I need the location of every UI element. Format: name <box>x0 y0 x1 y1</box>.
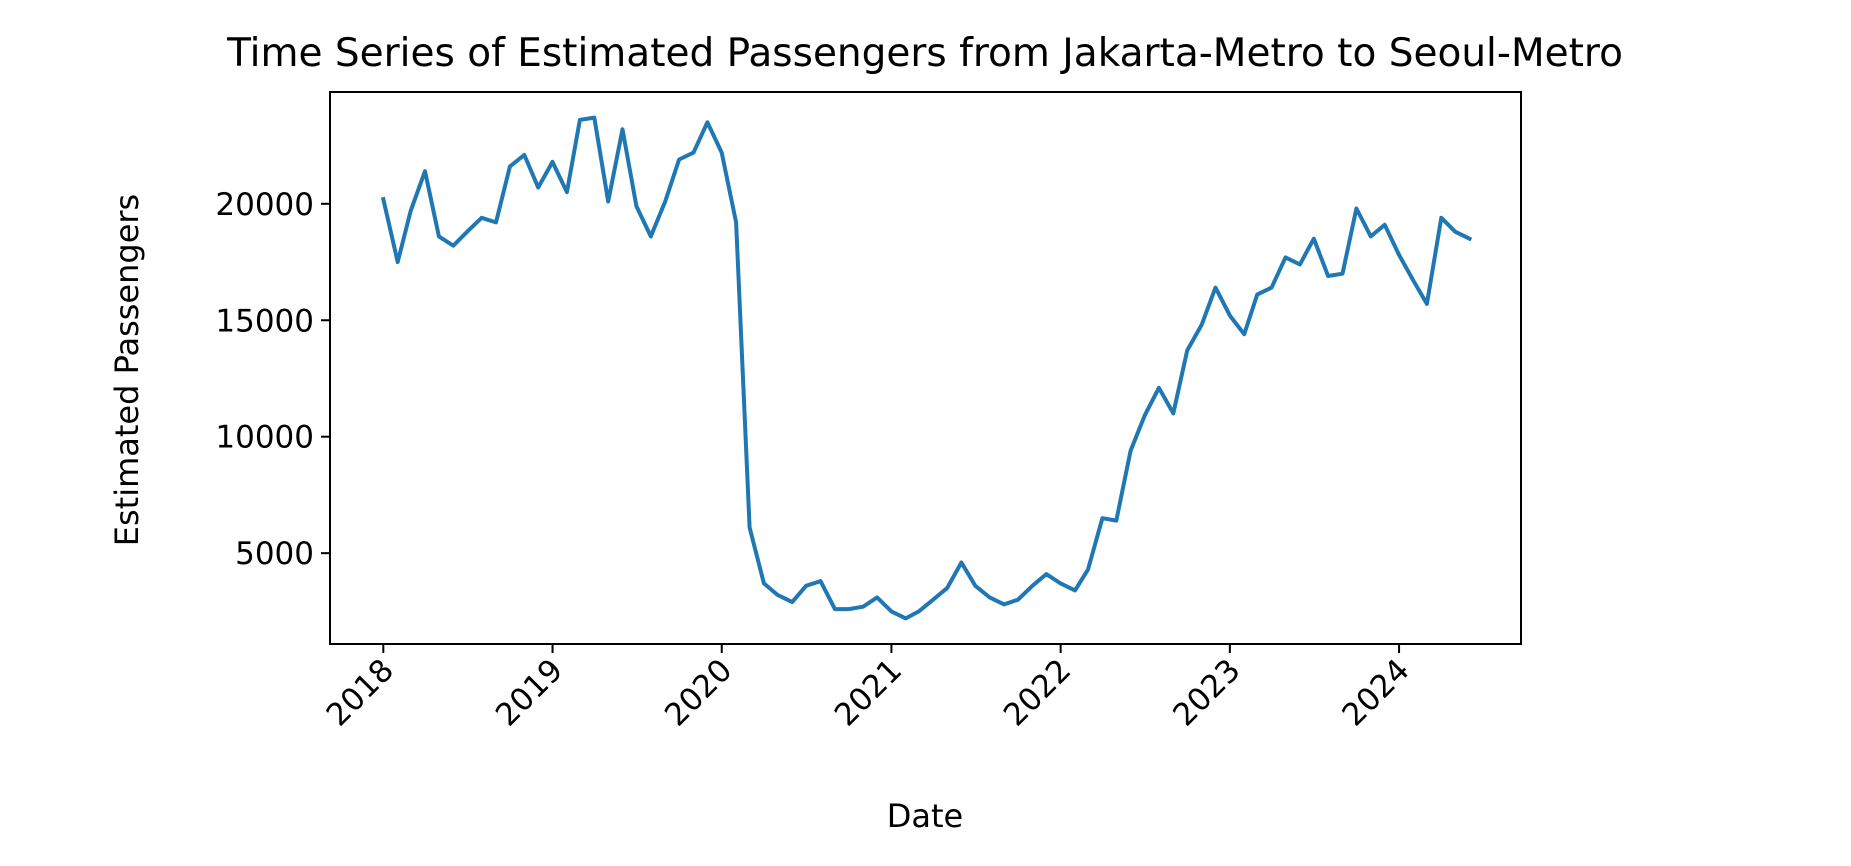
y-tick-label: 5000 <box>235 536 314 572</box>
x-tick-label: 2021 <box>828 652 909 733</box>
x-tick-label: 2018 <box>320 652 401 733</box>
plot-frame <box>329 91 1522 645</box>
x-tick-label: 2022 <box>997 652 1078 733</box>
chart-title: Time Series of Estimated Passengers from… <box>226 31 1623 76</box>
y-tick-label: 10000 <box>215 420 314 456</box>
y-tick-label: 15000 <box>215 303 314 339</box>
y-axis-label: Estimated Passengers <box>108 194 146 546</box>
y-tick-label: 20000 <box>215 187 314 223</box>
plot-area: 2018 2019 2020 2021 2022 2023 2024 5000 10000 15… <box>215 91 1522 733</box>
x-tick-label: 2023 <box>1166 652 1247 733</box>
y-axis-ticks: 5000 10000 15000 20000 <box>215 187 330 572</box>
series-layer <box>380 115 1473 621</box>
series-line-0 <box>380 115 1473 621</box>
x-axis-ticks: 2018 2019 2020 2021 2022 2023 2024 <box>320 644 1417 733</box>
x-tick-label: 2019 <box>489 652 570 733</box>
x-axis-label: Date <box>887 797 963 835</box>
x-tick-label: 2020 <box>658 652 739 733</box>
x-tick-label: 2024 <box>1336 652 1417 733</box>
